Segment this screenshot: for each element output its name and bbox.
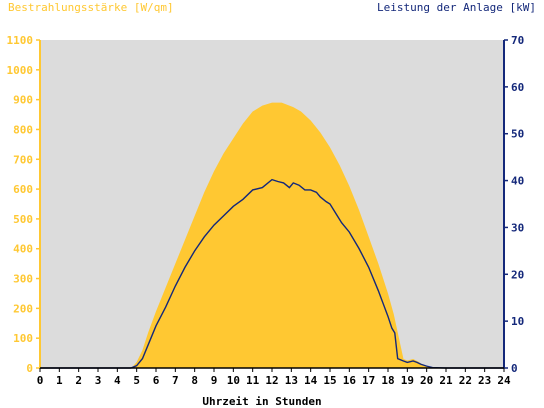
left-tick-label: 200 [13, 302, 33, 315]
right-tick-label: 70 [511, 34, 524, 47]
left-tick-label: 900 [13, 94, 33, 107]
x-tick-label: 0 [37, 374, 44, 387]
x-tick-label: 16 [343, 374, 357, 387]
x-tick-label: 14 [304, 374, 318, 387]
x-tick-label: 5 [133, 374, 140, 387]
x-tick-label: 24 [497, 374, 511, 387]
x-tick-label: 1 [56, 374, 63, 387]
x-tick-label: 6 [153, 374, 160, 387]
left-tick-label: 500 [13, 213, 33, 226]
left-tick-label: 700 [13, 153, 33, 166]
right-tick-label: 50 [511, 128, 524, 141]
right-axis-title: Leistung der Anlage [kW] [377, 1, 536, 14]
x-tick-label: 4 [114, 374, 121, 387]
left-tick-label: 100 [13, 332, 33, 345]
x-tick-label: 2 [75, 374, 82, 387]
x-axis-title: Uhrzeit in Stunden [202, 395, 321, 408]
right-tick-label: 0 [511, 362, 518, 375]
x-tick-label: 21 [439, 374, 453, 387]
x-tick-label: 13 [285, 374, 298, 387]
x-tick-label: 11 [246, 374, 260, 387]
x-tick-label: 8 [191, 374, 198, 387]
x-tick-label: 22 [459, 374, 472, 387]
left-tick-label: 0 [26, 362, 33, 375]
x-tick-label: 10 [227, 374, 240, 387]
x-tick-label: 3 [95, 374, 102, 387]
left-tick-label: 800 [13, 123, 33, 136]
right-tick-label: 20 [511, 268, 524, 281]
x-tick-label: 20 [420, 374, 433, 387]
x-tick-label: 17 [362, 374, 375, 387]
x-tick-label: 18 [381, 374, 394, 387]
left-tick-label: 400 [13, 243, 33, 256]
x-tick-label: 15 [323, 374, 336, 387]
right-tick-label: 10 [511, 315, 524, 328]
power-line [40, 178, 504, 369]
left-axis-title: Bestrahlungsstärke [W/qm] [8, 1, 174, 14]
x-tick-label: 7 [172, 374, 179, 387]
right-tick-label: 30 [511, 221, 524, 234]
left-tick-label: 600 [13, 183, 33, 196]
right-tick-label: 40 [511, 175, 524, 188]
x-tick-label: 19 [401, 374, 414, 387]
left-tick-label: 300 [13, 273, 33, 286]
left-tick-label: 1100 [7, 34, 34, 47]
x-tick-label: 9 [211, 374, 218, 387]
x-tick-label: 23 [478, 374, 491, 387]
left-tick-label: 1000 [7, 64, 34, 77]
irradiance-area [40, 102, 504, 369]
right-tick-label: 60 [511, 81, 524, 94]
x-tick-label: 12 [265, 374, 278, 387]
